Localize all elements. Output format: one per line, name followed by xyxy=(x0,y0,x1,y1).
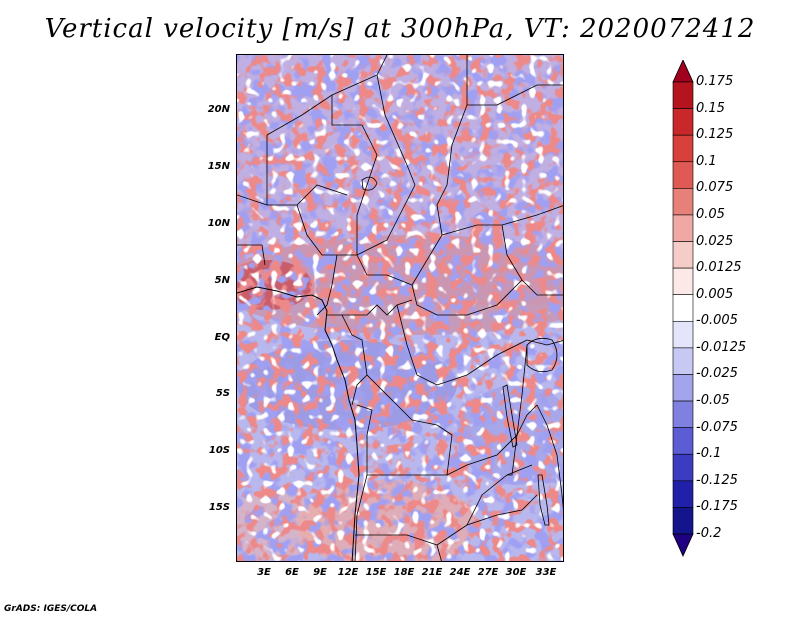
colorbar-bin xyxy=(672,320,694,349)
colorbar-label: -0.025 xyxy=(696,366,738,382)
colorbar-label: 0.005 xyxy=(696,286,734,302)
texture-white xyxy=(237,55,563,561)
lon-label: 24E xyxy=(449,567,471,578)
colorbar-label: -0.2 xyxy=(696,526,722,541)
colorbar-label: -0.075 xyxy=(696,419,738,435)
colorbar-label: 0.175 xyxy=(696,74,734,89)
colorbar-label: 0.05 xyxy=(696,206,725,222)
colorbar-label: -0.05 xyxy=(696,393,730,409)
colorbar-bin xyxy=(672,108,694,136)
lon-label: 18E xyxy=(393,567,415,578)
lat-label: 10N xyxy=(207,218,230,229)
lakes xyxy=(361,176,558,526)
coastline xyxy=(237,286,360,561)
colorbar-label: 0.15 xyxy=(696,100,725,116)
lon-label: 33E xyxy=(535,567,557,578)
grads-credit: GrADS: IGES/COLA xyxy=(4,604,98,614)
colorbar-bin xyxy=(672,241,694,269)
lat-label: 10S xyxy=(208,445,230,456)
lat-label: 15N xyxy=(207,161,230,172)
colorbar-label: 0.025 xyxy=(696,233,734,249)
colorbar-bin xyxy=(672,81,694,109)
velocity-field-map xyxy=(237,55,563,561)
colorbar-label: -0.1 xyxy=(696,446,722,462)
lon-label: 9E xyxy=(313,567,327,578)
colorbar-label: -0.0125 xyxy=(696,339,747,355)
colorbar-bin xyxy=(672,453,694,482)
colorbar xyxy=(672,60,694,557)
lon-label: 12E xyxy=(337,567,359,578)
colorbar-bin xyxy=(672,347,694,375)
colorbar-bin xyxy=(672,134,694,163)
lon-label: 15E xyxy=(365,567,387,578)
lat-label: 20N xyxy=(207,104,230,115)
colorbar-bin xyxy=(672,374,694,402)
lake-victoria xyxy=(526,337,558,373)
colorbar-label: 0.0125 xyxy=(696,260,742,276)
lon-label: 6E xyxy=(285,567,299,578)
colorbar-label: -0.005 xyxy=(696,313,738,329)
colorbar-label: 0.125 xyxy=(696,127,734,143)
colorbar-bin xyxy=(672,507,694,535)
country-borders xyxy=(237,55,563,561)
lon-label: 30E xyxy=(505,567,527,578)
colorbar-bin xyxy=(672,294,694,322)
colorbar-bin xyxy=(672,161,694,189)
colorbar-label: -0.125 xyxy=(696,472,738,488)
colorbar-top-triangle xyxy=(672,60,694,83)
lake-chad xyxy=(361,176,378,191)
colorbar-bottom-triangle xyxy=(672,533,694,557)
map-title: Vertical velocity [m/s] at 300hPa, VT: 2… xyxy=(44,14,756,44)
lon-label: 3E xyxy=(257,567,271,578)
lon-label: 21E xyxy=(421,567,443,578)
colorbar-label: 0.1 xyxy=(696,153,717,169)
colorbar-label: 0.075 xyxy=(696,180,734,196)
colorbar-bin xyxy=(672,214,694,242)
colorbar-bin xyxy=(672,427,694,455)
map-panel xyxy=(236,54,564,562)
lake-malawi xyxy=(537,474,550,526)
colorbar-bin xyxy=(672,267,694,296)
lat-label: EQ xyxy=(214,332,230,343)
lat-label: 15S xyxy=(208,502,230,513)
lat-label: 5N xyxy=(214,275,230,286)
colorbar-bin xyxy=(672,188,694,216)
lake-tanganyika xyxy=(502,384,518,448)
lat-label: 5S xyxy=(215,388,230,399)
colorbar-bin xyxy=(672,400,694,428)
lon-label: 27E xyxy=(477,567,499,578)
colorbar-label: -0.175 xyxy=(696,499,738,515)
colorbar-bin xyxy=(672,480,694,508)
